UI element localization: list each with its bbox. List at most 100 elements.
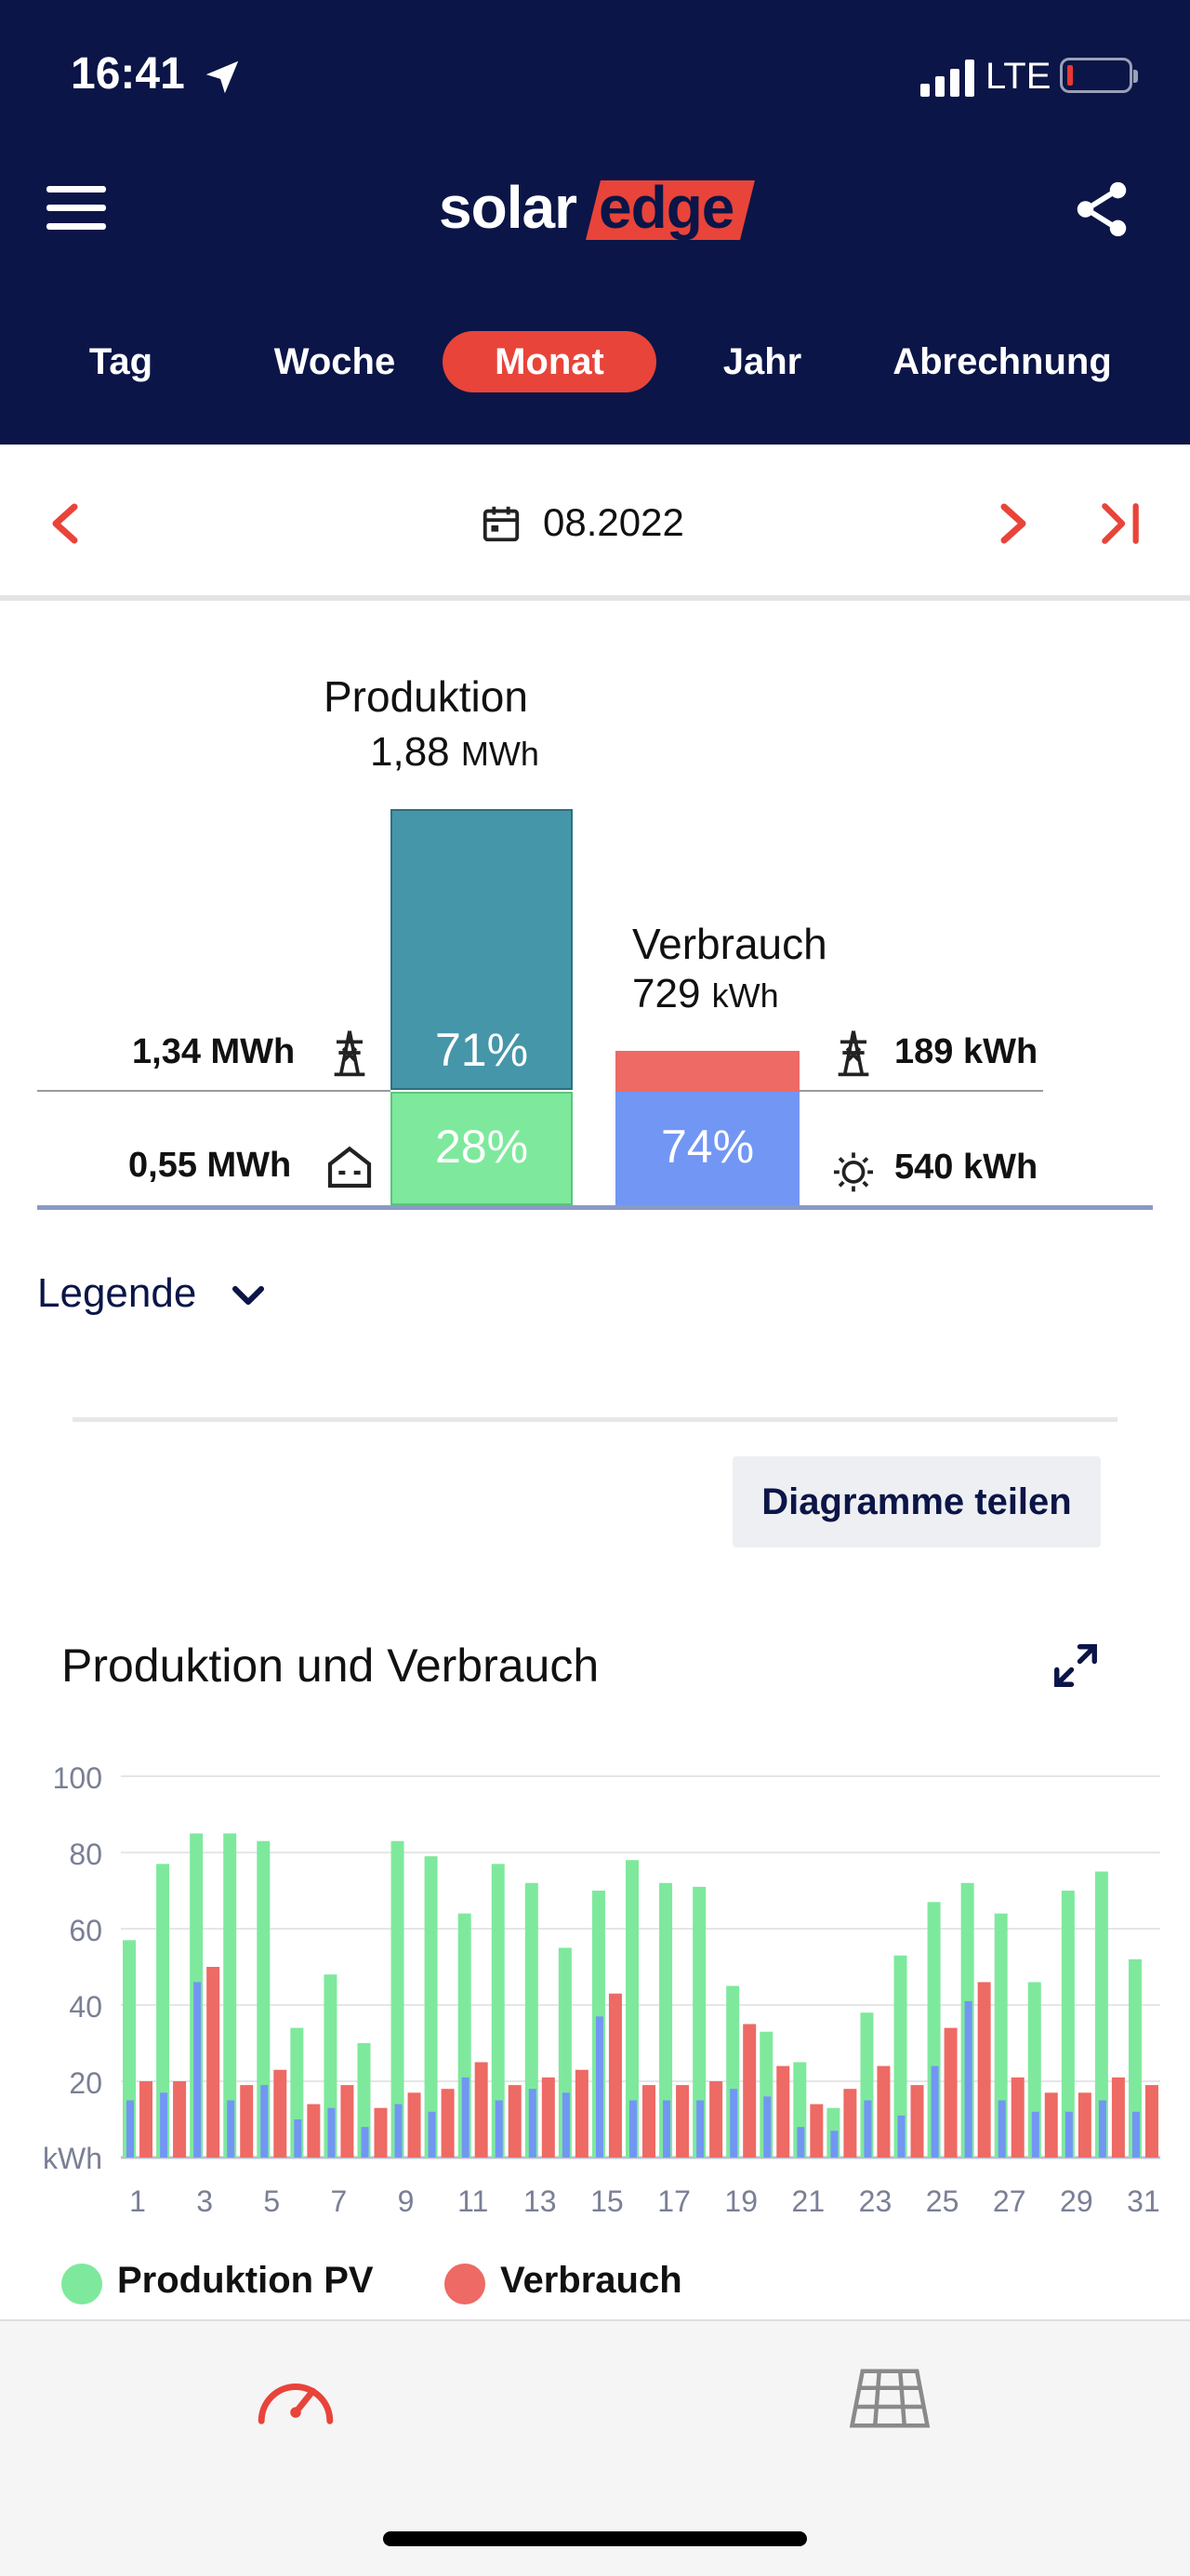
bar-consumption <box>340 2085 354 2158</box>
y-tick-label: 60 <box>69 1914 102 1947</box>
bar-consumption <box>307 2104 321 2158</box>
bar-production <box>1128 1959 1142 2158</box>
bar-self-consumption <box>160 2092 168 2158</box>
bar-consumption <box>173 2081 187 2158</box>
production-title: Produktion <box>324 672 528 721</box>
consumption-total: 729 kWh <box>632 971 779 1016</box>
bar-consumption <box>977 1982 991 2158</box>
production-export-label: 1,34 MWh <box>132 1032 296 1071</box>
sun-icon <box>834 1152 873 1192</box>
bar-consumption <box>642 2085 655 2158</box>
bar-self-consumption <box>1064 2111 1073 2158</box>
bar-consumption <box>206 1967 220 2158</box>
tab-tag[interactable]: Tag <box>88 341 153 382</box>
bar-self-consumption <box>227 2100 235 2158</box>
bar-self-consumption <box>763 2096 772 2158</box>
y-axis-unit: kWh <box>43 2142 102 2175</box>
date-navigation: 08.2022 <box>0 445 1190 601</box>
bar-consumption <box>139 2081 153 2158</box>
legend-label-consumption: Verbrauch <box>500 2260 682 2301</box>
x-tick-label: 29 <box>1060 2184 1093 2218</box>
bar-consumption <box>676 2085 690 2158</box>
section-divider <box>73 1417 1117 1422</box>
bar-self-consumption <box>260 2085 269 2158</box>
location-arrow-icon <box>205 60 239 94</box>
production-total: 1,88 MWh <box>370 729 539 775</box>
bar-consumption <box>1078 2092 1091 2158</box>
bar-self-consumption <box>864 2100 872 2158</box>
x-tick-label: 1 <box>129 2184 146 2218</box>
bar-production <box>424 1856 438 2158</box>
x-tick-label: 11 <box>457 2184 488 2218</box>
bar-self-consumption <box>528 2089 536 2158</box>
y-tick-label: 20 <box>69 2066 102 2100</box>
bar-consumption <box>441 2089 455 2158</box>
legend-toggle[interactable]: Legende <box>37 1270 197 1316</box>
current-date[interactable]: 08.2022 <box>543 500 684 544</box>
logo-edge-text: edge <box>599 174 734 241</box>
x-tick-label: 27 <box>993 2184 1026 2218</box>
bar-consumption <box>575 2069 588 2158</box>
bar-consumption <box>910 2085 924 2158</box>
logo-solar-text: solar <box>439 174 577 241</box>
grid-tower-icon <box>334 1030 365 1077</box>
calendar-icon[interactable] <box>480 502 522 545</box>
expand-icon[interactable] <box>1051 1640 1101 1691</box>
bar-production <box>994 1913 1008 2158</box>
bar-consumption <box>407 2092 421 2158</box>
production-self-bar: 28% <box>390 1092 573 1205</box>
x-tick-label: 21 <box>792 2184 826 2218</box>
battery-icon <box>1060 58 1138 93</box>
bar-self-consumption <box>428 2111 436 2158</box>
last-period-icon[interactable] <box>1097 500 1144 547</box>
signal-icon <box>920 60 974 97</box>
y-tick-label: 100 <box>53 1761 102 1795</box>
bar-production <box>223 1833 237 2158</box>
share-icon[interactable] <box>1069 177 1134 242</box>
bar-consumption <box>877 2065 891 2158</box>
tab-jahr[interactable]: Jahr <box>722 341 802 382</box>
period-tabs: Tag Woche Monat Jahr Abrechnung <box>0 325 1190 400</box>
bar-consumption <box>743 2024 757 2158</box>
hamburger-menu-icon[interactable] <box>46 186 106 232</box>
bar-consumption <box>474 2062 488 2158</box>
consumption-grid-label: 189 kWh <box>894 1032 1038 1071</box>
bar-self-consumption <box>964 2000 972 2158</box>
bar-self-consumption <box>998 2100 1006 2158</box>
y-tick-label: 40 <box>69 1990 102 2024</box>
x-tick-label: 9 <box>398 2184 415 2218</box>
next-period-icon[interactable] <box>995 500 1032 547</box>
chevron-down-icon[interactable] <box>229 1276 268 1315</box>
tab-monat[interactable]: Monat <box>443 331 656 392</box>
bar-self-consumption <box>495 2100 503 2158</box>
consumption-grid-bar <box>615 1051 800 1092</box>
tab-woche[interactable]: Woche <box>273 341 396 382</box>
bar-production <box>1094 1871 1108 2158</box>
bar-production <box>893 1955 907 2158</box>
bar-consumption <box>273 2069 287 2158</box>
bar-consumption <box>508 2085 522 2158</box>
bar-consumption <box>608 1993 622 2158</box>
bar-consumption <box>240 2085 254 2158</box>
bar-consumption <box>810 2104 824 2158</box>
share-diagrams-button[interactable]: Diagramme teilen <box>733 1456 1101 1547</box>
previous-period-icon[interactable] <box>46 500 84 547</box>
dashboard-gauge-icon[interactable] <box>253 2362 338 2433</box>
bar-consumption <box>776 2065 790 2158</box>
x-tick-label: 25 <box>926 2184 959 2218</box>
bar-self-consumption <box>361 2127 369 2158</box>
tab-abrechnung[interactable]: Abrechnung <box>892 341 1112 382</box>
bar-consumption <box>541 2077 555 2158</box>
bar-consumption <box>843 2089 857 2158</box>
bar-self-consumption <box>294 2119 302 2158</box>
summary-baseline <box>37 1205 1153 1210</box>
production-export-bar: 71% <box>390 809 573 1090</box>
bar-self-consumption <box>696 2100 705 2158</box>
bar-self-consumption <box>1098 2100 1106 2158</box>
bar-production <box>257 1840 271 2158</box>
bar-self-consumption <box>327 2107 336 2158</box>
x-tick-label: 17 <box>657 2184 691 2218</box>
y-tick-label: 80 <box>69 1838 102 1871</box>
solar-panel-layout-icon[interactable] <box>848 2366 932 2431</box>
bar-self-consumption <box>126 2100 135 2158</box>
